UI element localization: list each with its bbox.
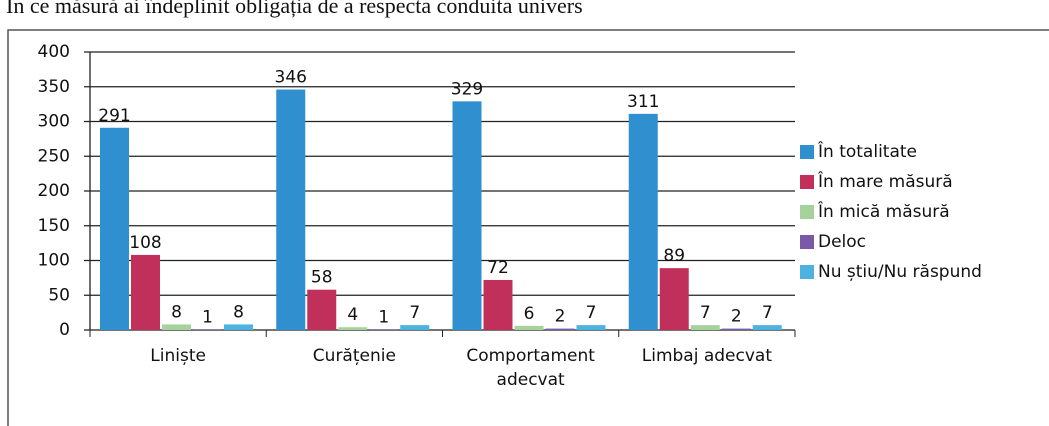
bar bbox=[276, 89, 306, 330]
value-label: 8 bbox=[171, 302, 182, 322]
value-label: 108 bbox=[129, 233, 161, 253]
bar bbox=[576, 325, 606, 330]
legend-label: În mică măsură bbox=[817, 200, 950, 222]
value-label: 2 bbox=[731, 307, 742, 327]
y-tick-label: 400 bbox=[38, 42, 70, 62]
value-label: 6 bbox=[524, 304, 535, 324]
y-tick-label: 350 bbox=[38, 77, 70, 97]
bar bbox=[752, 325, 782, 330]
value-label: 329 bbox=[451, 79, 483, 99]
bar bbox=[369, 329, 399, 330]
value-label: 4 bbox=[347, 305, 358, 325]
bar bbox=[338, 327, 368, 330]
y-tick-label: 300 bbox=[38, 112, 70, 132]
chart-title: În ce măsură ai îndeplinit obligația de … bbox=[6, 0, 583, 18]
bar bbox=[307, 289, 337, 330]
value-label: 1 bbox=[378, 307, 389, 327]
value-label: 346 bbox=[275, 68, 307, 88]
value-label: 7 bbox=[409, 303, 420, 323]
y-tick-label: 100 bbox=[38, 251, 70, 271]
x-tick-label: Curățenie bbox=[312, 346, 396, 366]
bar bbox=[162, 324, 191, 330]
legend-label: Nu știu/Nu răspund bbox=[818, 262, 982, 282]
value-label: 7 bbox=[700, 303, 711, 323]
x-tick-label: Comportament adecvat bbox=[466, 346, 595, 390]
y-tick-label: 250 bbox=[38, 146, 70, 166]
value-label: 8 bbox=[233, 302, 244, 322]
x-tick-label: Limbaj adecvat bbox=[641, 346, 772, 366]
bar bbox=[628, 113, 658, 330]
value-label: 291 bbox=[98, 106, 130, 126]
legend-swatch bbox=[800, 235, 814, 249]
legend-label: În mare măsură bbox=[817, 170, 953, 192]
bar bbox=[514, 325, 544, 330]
bar bbox=[452, 101, 482, 330]
value-label: 89 bbox=[663, 246, 685, 266]
value-label: 7 bbox=[762, 303, 773, 323]
legend-label: În totalitate bbox=[817, 140, 917, 162]
y-tick-label: 0 bbox=[59, 320, 70, 340]
legend-label: Deloc bbox=[818, 232, 866, 252]
bar bbox=[721, 328, 751, 330]
value-label: 2 bbox=[555, 307, 566, 327]
bar bbox=[659, 268, 689, 330]
bar bbox=[690, 325, 720, 330]
value-label: 72 bbox=[487, 258, 509, 278]
bar bbox=[224, 324, 253, 330]
value-label: 7 bbox=[586, 303, 597, 323]
bar bbox=[483, 279, 513, 330]
bar bbox=[545, 328, 575, 330]
bar bbox=[400, 325, 430, 330]
legend-swatch bbox=[800, 145, 814, 159]
value-label: 311 bbox=[627, 92, 659, 112]
y-tick-label: 200 bbox=[38, 181, 70, 201]
value-label: 1 bbox=[202, 307, 213, 327]
value-label: 58 bbox=[311, 268, 333, 288]
y-tick-label: 150 bbox=[38, 216, 70, 236]
bar bbox=[100, 127, 129, 330]
legend-swatch bbox=[800, 265, 814, 279]
legend-swatch bbox=[800, 175, 814, 189]
bar bbox=[131, 254, 160, 330]
x-tick-label: Liniște bbox=[150, 346, 206, 366]
legend-swatch bbox=[800, 205, 814, 219]
y-tick-label: 50 bbox=[48, 285, 70, 305]
chart-frame bbox=[7, 29, 1049, 426]
bar bbox=[193, 329, 222, 330]
